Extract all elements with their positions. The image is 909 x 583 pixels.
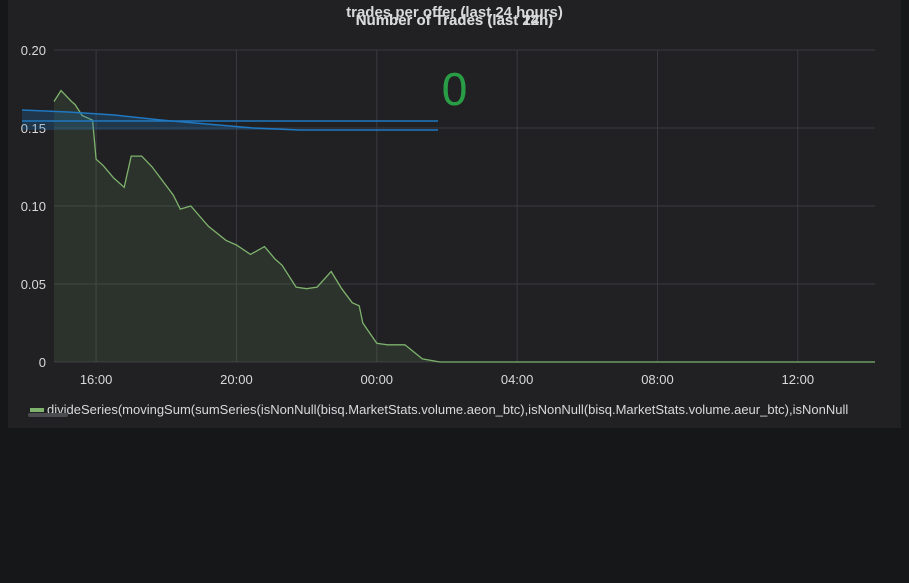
y-tick-label: 0 [39, 355, 46, 370]
stat-24h-title[interactable]: Number of Trades (last 24h) [355, 12, 554, 29]
x-tick-label: 16:00 [80, 372, 113, 387]
series-line [53, 89, 875, 363]
x-tick-label: 20:00 [220, 372, 253, 387]
stat-24h-sparkline [21, 109, 438, 131]
x-tick-label: 12:00 [782, 372, 815, 387]
legend-scrollbar[interactable] [28, 413, 68, 417]
y-tick-label: 0.15 [21, 121, 46, 136]
y-tick-label: 0.10 [21, 199, 46, 214]
graph-panel-title[interactable]: trades per offer (last 24 hours) [346, 4, 563, 21]
x-tick-label: 04:00 [501, 372, 534, 387]
series-area [54, 90, 875, 362]
y-tick-label: 0.20 [21, 43, 46, 58]
stat-12h-sparkline [22, 120, 438, 122]
legend-series-swatch[interactable] [30, 407, 44, 412]
y-tick-label: 0.05 [21, 277, 46, 292]
trades-per-offer-chart: 0 0.05 0.10 0.15 0.20 16:00 20:00 00:00 04:00 08:… [21, 43, 875, 387]
legend-series-label[interactable]: divideSeries(movingSum(sumSeries(isNonNu… [47, 402, 849, 417]
sparkline-area [22, 110, 438, 130]
trades-12h-panel: Number of Trades (last 12h) 0 [0, 0, 553, 143]
stat-12h-value: 0 [441, 63, 468, 115]
x-tick-label: 00:00 [361, 372, 394, 387]
trades-per-offer-panel: trades per offer (last 24 hours) 0 0.05 0.… [8, 0, 901, 428]
graph-legend: divideSeries(movingSum(sumSeries(isNonNu… [30, 401, 901, 417]
x-tick-label: 08:00 [641, 372, 674, 387]
stat-24h-value: 0 [441, 63, 468, 115]
sparkline-line [21, 109, 438, 131]
stat-12h-title[interactable]: Number of Trades (last 12h) [355, 12, 554, 29]
